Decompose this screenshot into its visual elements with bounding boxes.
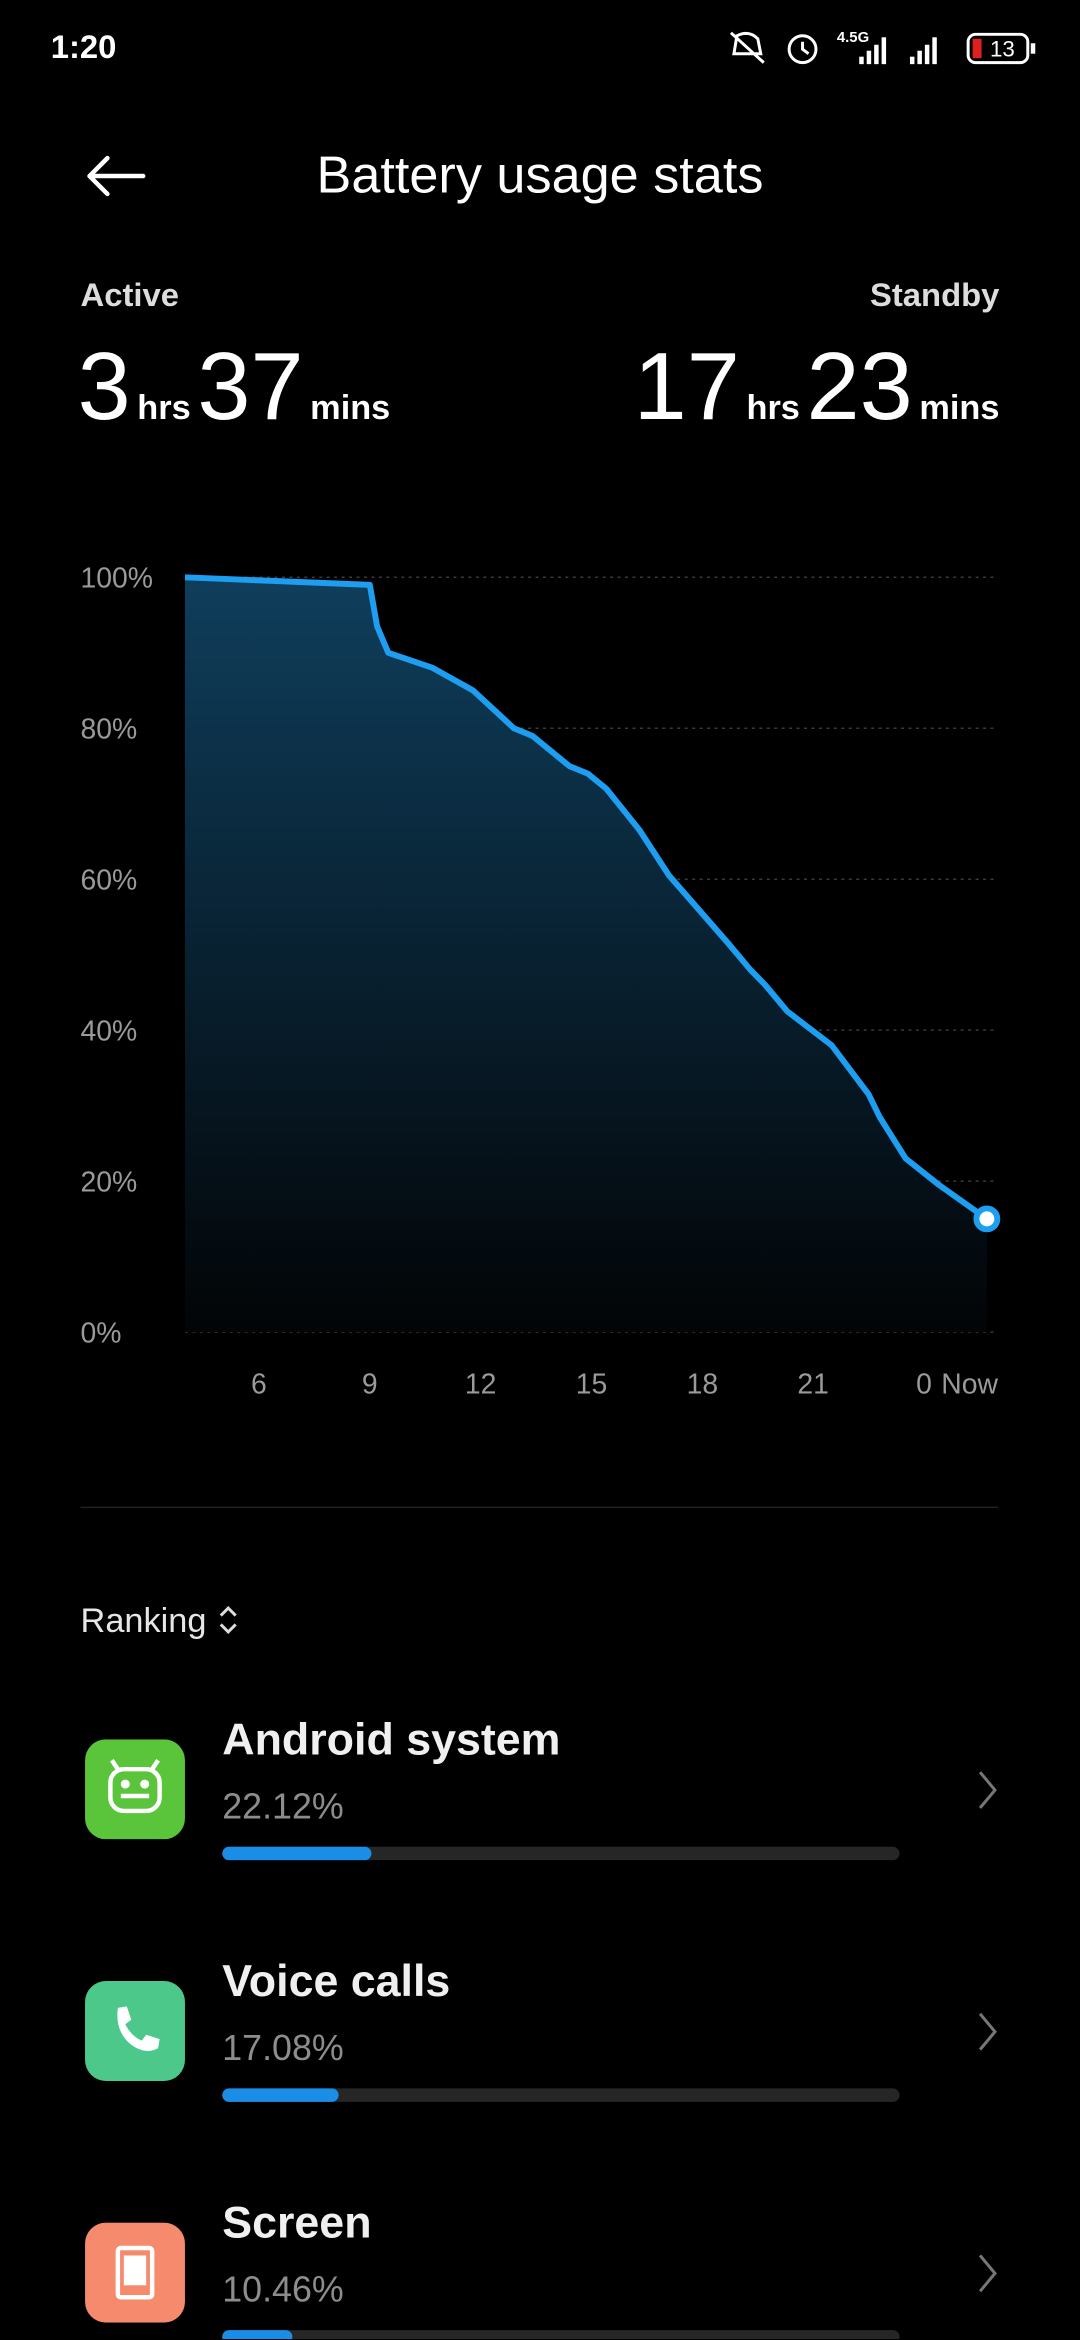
- x-end-label: Now: [941, 1368, 998, 1400]
- x-tick-label: 18: [687, 1368, 719, 1400]
- ranking-sort[interactable]: Ranking: [81, 1601, 240, 1641]
- active-minutes: 37: [197, 332, 304, 441]
- x-tick-label: 15: [576, 1368, 608, 1400]
- active-hours: 3: [77, 332, 131, 441]
- standby-hours-unit: hrs: [746, 387, 800, 427]
- standby-minutes-unit: mins: [919, 387, 1000, 427]
- x-tick-label: 9: [362, 1368, 378, 1400]
- app-name: Android system: [222, 1715, 561, 1765]
- area-fill: [184, 577, 987, 1333]
- usage-bar: [222, 1846, 373, 1861]
- app-icon: [85, 1981, 185, 2081]
- sort-icon: [219, 1605, 237, 1635]
- usage-track: [222, 2330, 900, 2340]
- usage-track: [222, 2088, 900, 2102]
- active-hours-unit: hrs: [137, 387, 191, 427]
- usage-bar: [222, 2330, 294, 2340]
- app-icon: [85, 1739, 185, 1840]
- y-tick-label: 40%: [81, 1016, 138, 1048]
- usage-bar: [222, 2088, 338, 2102]
- page-title: Battery usage stats: [316, 146, 764, 205]
- chevron: [978, 2254, 997, 2293]
- current-point: [973, 1205, 1001, 1233]
- y-tick-label: 0%: [81, 1318, 122, 1350]
- standby-time: 17 hrs 23 mins: [634, 331, 1000, 441]
- app-percent: 22.12%: [222, 1787, 344, 1828]
- active-minutes-unit: mins: [310, 387, 391, 427]
- battery-level: 13: [990, 37, 1015, 62]
- standby-label: Standby: [869, 275, 1000, 314]
- standby-hours: 17: [633, 332, 740, 441]
- network-type: 4.5G: [837, 30, 869, 46]
- battery-chart: 0% 20% 40% 60% 80% 100% 6 9 12 15 18 21 0 Now: [81, 563, 1001, 1400]
- status-time: 1:20: [50, 28, 117, 66]
- standby-minutes: 23: [806, 332, 913, 441]
- app-name: Voice calls: [222, 1957, 451, 2007]
- app-icon: [85, 2222, 185, 2323]
- y-tick-label: 60%: [81, 865, 138, 897]
- chevron: [978, 2012, 997, 2051]
- app-percent: 17.08%: [222, 2028, 344, 2070]
- x-tick-label: 0: [916, 1368, 932, 1400]
- x-tick-label: 12: [465, 1368, 497, 1400]
- x-tick-label: 21: [797, 1368, 829, 1400]
- battery-line: [184, 574, 989, 1222]
- usage-track: [222, 1846, 900, 1861]
- app-row[interactable]: Voice calls 17.08%: [0, 1942, 1080, 2136]
- app-row[interactable]: Screen 10.46%: [0, 2184, 1080, 2340]
- app-row[interactable]: Android system 22.12%: [0, 1701, 1080, 1895]
- y-tick-label: 100%: [81, 563, 153, 595]
- active-time: 3 hrs 37 mins: [78, 331, 391, 441]
- y-tick-label: 20%: [81, 1167, 138, 1199]
- divider: [80, 1506, 998, 1509]
- active-label: Active: [80, 275, 180, 314]
- back-button[interactable]: [84, 152, 150, 200]
- y-tick-label: 80%: [81, 714, 138, 746]
- chevron: [978, 1771, 997, 1809]
- app-percent: 10.46%: [222, 2270, 344, 2311]
- status-icons: 4.5G 13: [729, 30, 1036, 65]
- x-tick-label: 6: [251, 1368, 267, 1400]
- ranking-label: Ranking: [80, 1600, 207, 1640]
- app-name: Screen: [222, 2198, 372, 2249]
